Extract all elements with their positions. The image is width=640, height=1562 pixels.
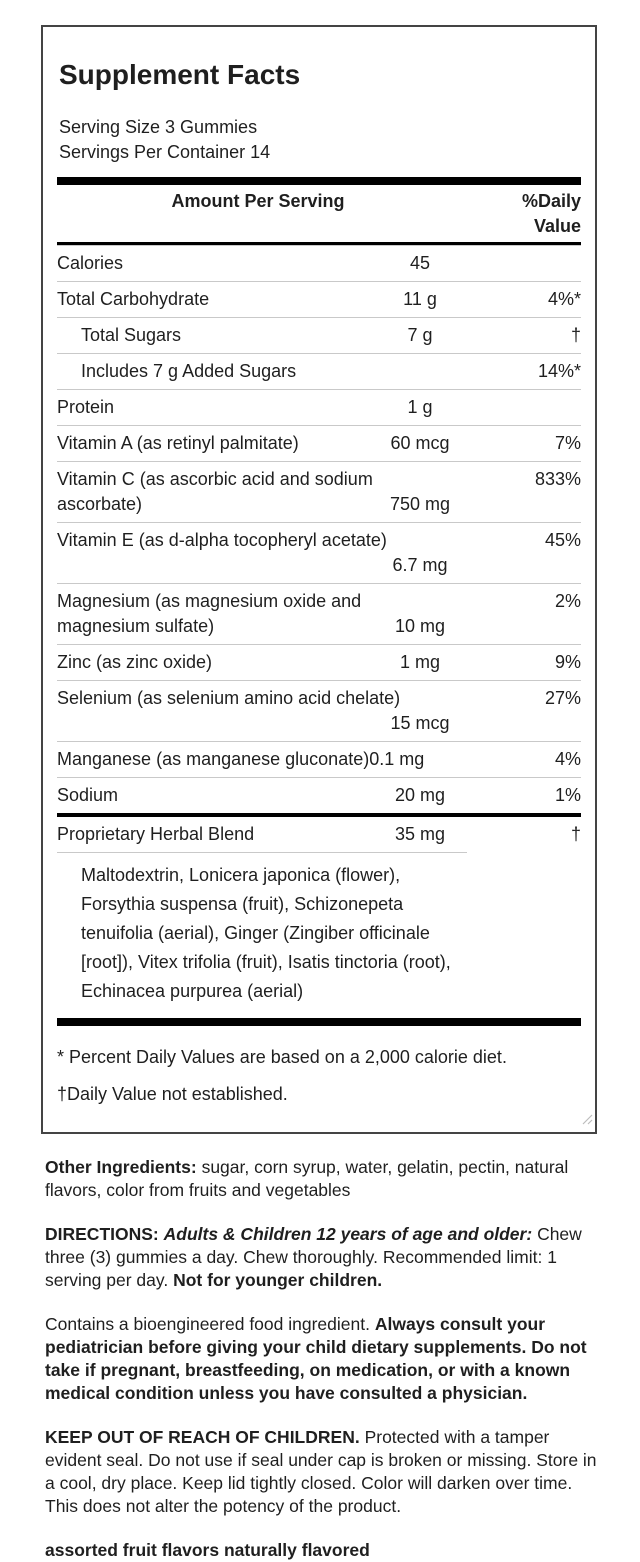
nutrient-amount: 0.1 mg: [369, 749, 425, 769]
bioengineered-notice: Contains a bioengineered food ingredient…: [45, 1313, 597, 1405]
nutrient-daily-value: 9%: [554, 652, 581, 672]
nutrient-name: Vitamin C (as ascorbic acid and sodium a…: [57, 469, 373, 514]
directions-emphasis: Not for younger children.: [173, 1270, 383, 1290]
fact-row-calories: Calories 45: [57, 245, 581, 281]
nutrient-daily-value: 14%*: [537, 361, 581, 381]
nutrient-daily-value: 7%: [554, 433, 581, 453]
nutrient-daily-value: 27%: [544, 688, 581, 708]
nutrient-name: Includes 7 g Added Sugars: [81, 361, 297, 381]
divider-heavy-top: [57, 177, 581, 185]
fact-row-proprietary-herbal-blend: Proprietary Herbal Blend 35 mg †: [57, 813, 581, 852]
nutrient-name: Manganese (as manganese gluconate): [57, 749, 370, 769]
fact-row-selenium: Selenium (as selenium amino acid chelate…: [57, 680, 581, 741]
supplement-facts-panel: Supplement Facts Serving Size 3 Gummies …: [41, 25, 597, 1134]
nutrient-daily-value: 833%: [534, 469, 581, 489]
herbal-blend-ingredients: Maltodextrin, Lonicera japonica (flower)…: [57, 852, 467, 1018]
nutrient-name: Total Carbohydrate: [57, 289, 210, 309]
bioengineered-warning: Always consult your pediatrician before …: [45, 1314, 587, 1403]
nutrient-name: Total Sugars: [81, 325, 182, 345]
directions-label: DIRECTIONS:: [45, 1224, 159, 1244]
fact-row-manganese: 4% Manganese (as manganese gluconate)0.1 …: [57, 741, 581, 777]
flavor-note: assorted fruit flavors naturally flavore…: [45, 1540, 370, 1560]
nutrient-daily-value: †: [570, 325, 581, 345]
amount-per-serving-header: Amount Per Serving: [171, 191, 345, 211]
fact-row-sodium: Sodium 20 mg 1%: [57, 777, 581, 813]
nutrient-daily-value: 1%: [554, 785, 581, 805]
fact-row-vitamin-e: Vitamin E (as d-alpha tocopheryl acetate…: [57, 522, 581, 583]
nutrient-amount: 1 mg: [399, 652, 441, 672]
keep-out-text: Protected with a tamper evident seal. Do…: [45, 1427, 597, 1516]
fact-row-vitamin-a: Vitamin A (as retinyl palmitate) 60 mcg …: [57, 425, 581, 461]
nutrient-amount: 60 mcg: [390, 433, 450, 453]
nutrient-amount: 15 mcg: [390, 713, 450, 733]
fact-row-magnesium: Magnesium (as magnesium oxide and magnes…: [57, 583, 581, 644]
footnotes: * Percent Daily Values are based on a 2,…: [57, 1026, 581, 1106]
nutrient-name: Proprietary Herbal Blend: [57, 824, 255, 844]
nutrient-amount: 45: [409, 253, 431, 273]
nutrient-name: Vitamin A (as retinyl palmitate): [57, 433, 299, 453]
nutrient-daily-value: 4%*: [547, 289, 581, 309]
servings-per-container: Servings Per Container 14: [59, 142, 271, 162]
product-info-section: Other Ingredients: sugar, corn syrup, wa…: [45, 1156, 597, 1562]
nutrient-amount: 750 mg: [389, 494, 451, 514]
fact-row-total-carbohydrate: Total Carbohydrate 11 g 4%*: [57, 281, 581, 317]
nutrient-daily-value: 4%: [554, 749, 581, 769]
nutrient-amount: 35 mg: [394, 824, 446, 844]
resize-grip-icon[interactable]: [582, 1112, 593, 1130]
nutrient-daily-value: 2%: [554, 591, 581, 611]
daily-value-header: %Daily Value: [521, 191, 581, 236]
fact-row-added-sugars: Includes 7 g Added Sugars 14%*: [57, 353, 581, 389]
nutrient-amount: 7 g: [407, 325, 433, 345]
fact-row-zinc: Zinc (as zinc oxide) 1 mg 9%: [57, 644, 581, 680]
nutrient-daily-value: †: [570, 824, 581, 844]
nutrient-amount: 6.7 mg: [392, 555, 448, 575]
fact-row-protein: Protein 1 g: [57, 389, 581, 425]
other-ingredients-label: Other Ingredients:: [45, 1157, 197, 1177]
panel-title: Supplement Facts: [59, 59, 301, 90]
nutrient-daily-value: [495, 251, 581, 276]
nutrient-name: Calories: [57, 253, 124, 273]
nutrient-name: Protein: [57, 397, 115, 417]
nutrient-name: Vitamin E (as d-alpha tocopheryl acetate…: [57, 530, 387, 550]
nutrient-amount: 11 g: [403, 289, 437, 309]
nutrient-daily-value: [495, 395, 581, 420]
nutrient-name: Zinc (as zinc oxide): [57, 652, 213, 672]
nutrient-name: Magnesium (as magnesium oxide and magnes…: [57, 591, 362, 636]
other-ingredients-text: sugar, corn syrup, water, gelatin, pecti…: [45, 1157, 569, 1200]
footnote-dv-not-established: †Daily Value not established.: [57, 1084, 288, 1104]
footnote-dv-basis: * Percent Daily Values are based on a 2,…: [57, 1047, 507, 1067]
serving-size: Serving Size 3 Gummies: [59, 117, 258, 137]
fact-row-total-sugars: Total Sugars 7 g †: [57, 317, 581, 353]
fact-row-vitamin-c: Vitamin C (as ascorbic acid and sodium a…: [57, 461, 581, 522]
nutrient-amount: 1 g: [407, 397, 433, 417]
facts-table-header: Amount Per Serving %Daily Value: [57, 185, 581, 245]
nutrient-name: Selenium (as selenium amino acid chelate…: [57, 688, 401, 708]
nutrient-amount: [345, 359, 495, 384]
directions: DIRECTIONS: Adults & Children 12 years o…: [45, 1223, 597, 1292]
nutrient-amount: 10 mg: [394, 616, 446, 636]
nutrient-daily-value: 45%: [544, 530, 581, 550]
nutrient-name: Sodium: [57, 785, 119, 805]
directions-audience: Adults & Children 12 years of age and ol…: [163, 1224, 533, 1244]
divider-heavy-bottom: [57, 1018, 581, 1026]
other-ingredients: Other Ingredients: sugar, corn syrup, wa…: [45, 1156, 597, 1202]
directions-body: Chew three (3) gummies a day. Chew thoro…: [45, 1224, 582, 1290]
bioengineered-lead: Contains a bioengineered food ingredient…: [45, 1314, 370, 1334]
keep-out-label: KEEP OUT OF REACH OF CHILDREN.: [45, 1427, 360, 1447]
nutrient-amount: 20 mg: [394, 785, 446, 805]
keep-out-warning: KEEP OUT OF REACH OF CHILDREN. Protected…: [45, 1426, 597, 1518]
